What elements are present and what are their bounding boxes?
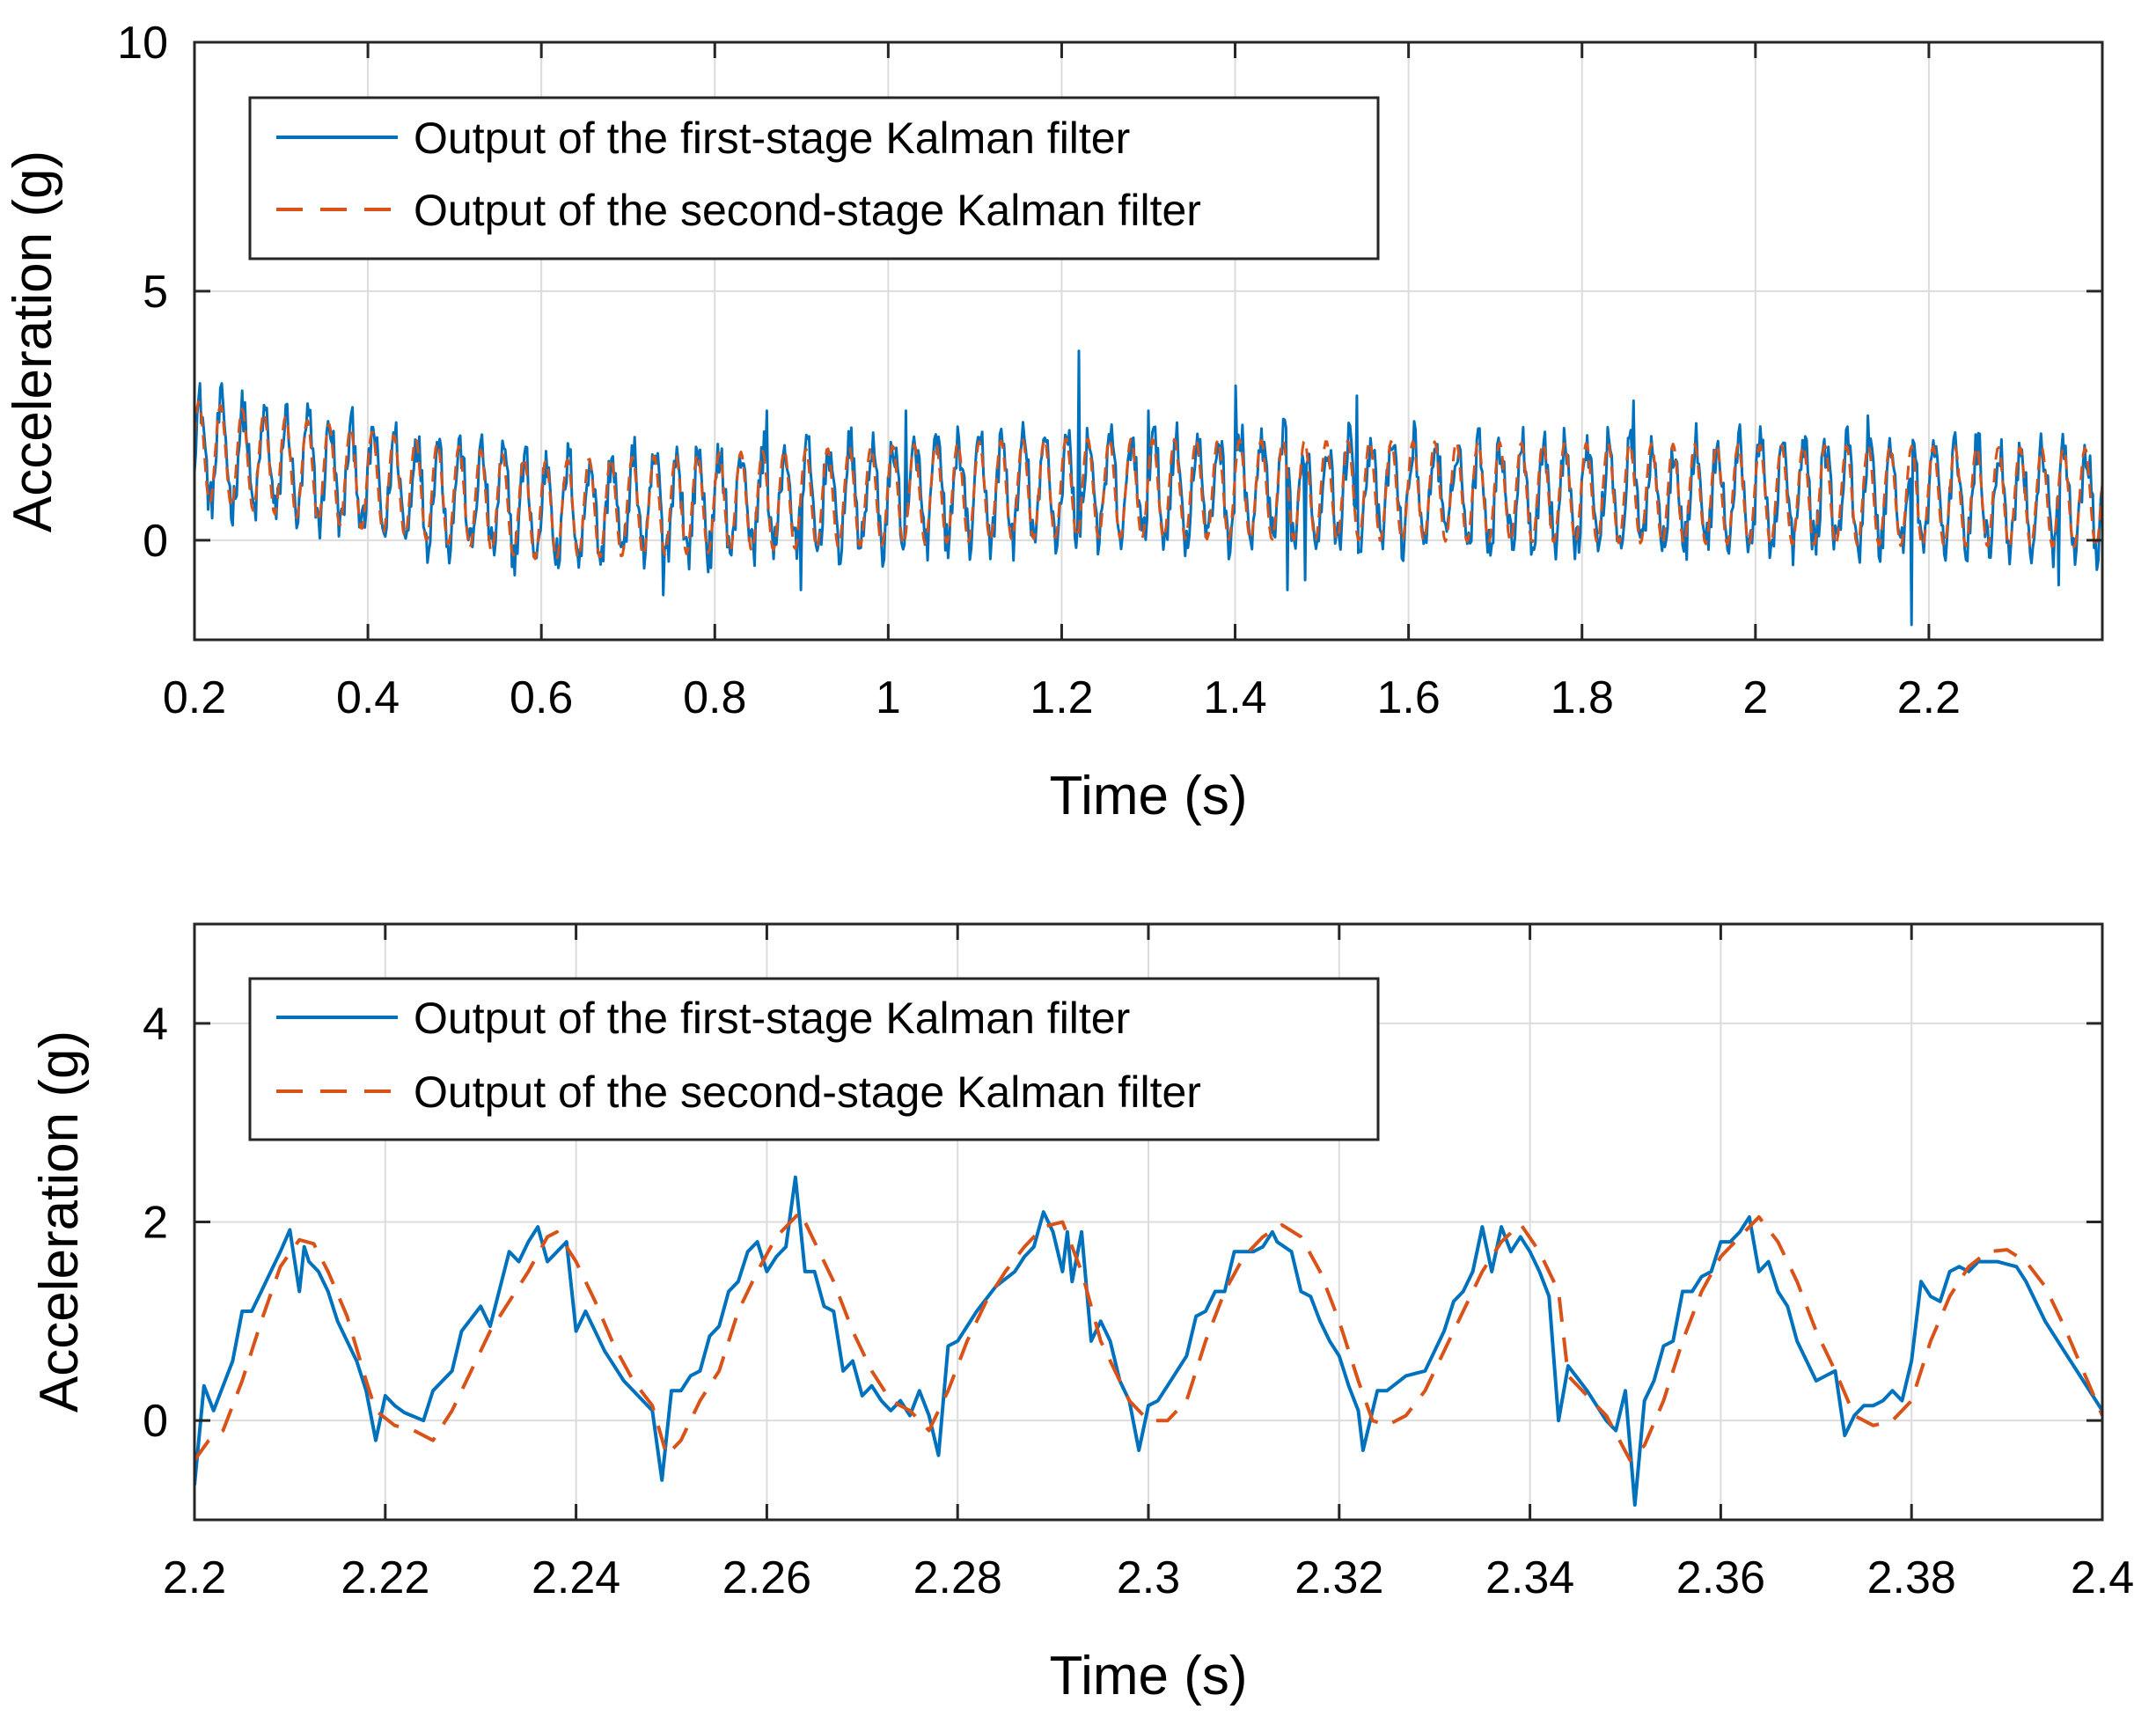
y-tick-label: 0 xyxy=(143,516,168,567)
x-tick-label: 2.2 xyxy=(1897,672,1961,723)
y-axis-label: Acceleration (g) xyxy=(29,1031,90,1412)
x-tick-label: 0.6 xyxy=(510,672,573,723)
series-second-stage xyxy=(194,1210,2102,1463)
legend: Output of the first-stage Kalman filter O… xyxy=(248,977,1380,1141)
plot-area xyxy=(194,1175,2102,1508)
x-tick-label: 2.2 xyxy=(163,1552,226,1603)
legend-label: Output of the second-stage Kalman filter xyxy=(414,1067,1201,1117)
y-axis-label: Acceleration (g) xyxy=(3,150,63,532)
series-second-stage xyxy=(194,400,2102,561)
series-first-stage xyxy=(194,349,2102,627)
y-tick-label: 2 xyxy=(143,1198,168,1249)
x-tick-label: 2.36 xyxy=(1676,1552,1765,1603)
x-tick-label: 1.2 xyxy=(1030,672,1093,723)
chart-2: 2.2 2.22 2.24 2.26 2.28 2.3 2.32 2.34 2.36 2.38 2.… xyxy=(29,922,2134,1706)
x-tick-label: 1.6 xyxy=(1376,672,1440,723)
x-tick-label: 2.34 xyxy=(1485,1552,1574,1603)
x-tick-label: 1 xyxy=(876,672,901,723)
legend-label: Output of the second-stage Kalman filter xyxy=(414,186,1201,235)
axes-box xyxy=(193,40,2104,642)
plot-area xyxy=(194,349,2102,627)
legend: Output of the first-stage Kalman filter O… xyxy=(248,96,1380,260)
legend-label: Output of the first-stage Kalman filter xyxy=(414,994,1130,1043)
x-tick-label: 2.3 xyxy=(1117,1552,1180,1603)
x-tick-label: 0.2 xyxy=(163,672,226,723)
y-tick-label: 10 xyxy=(117,18,168,69)
legend-label: Output of the first-stage Kalman filter xyxy=(414,114,1130,163)
x-tick-label: 2.26 xyxy=(722,1552,811,1603)
x-tick-label: 2.22 xyxy=(341,1552,429,1603)
y-tick-label: 5 xyxy=(143,267,168,318)
legend-box xyxy=(248,977,1380,1141)
legend-box xyxy=(248,96,1380,260)
y-tick-label: 4 xyxy=(143,999,168,1050)
x-tick-label: 2 xyxy=(1742,672,1768,723)
x-tick-label: 2.38 xyxy=(1867,1552,1956,1603)
x-tick-label: 2.28 xyxy=(913,1552,1002,1603)
x-tick-label: 1.4 xyxy=(1203,672,1266,723)
x-tick-label: 2.32 xyxy=(1294,1552,1383,1603)
x-tick-label: 1.8 xyxy=(1551,672,1614,723)
x-tick-label: 2.24 xyxy=(532,1552,620,1603)
x-axis-label: Time (s) xyxy=(1050,1646,1248,1706)
y-tick-label: 0 xyxy=(143,1396,168,1447)
chart-1: 0.2 0.4 0.6 0.8 1 1.2 1.4 1.6 1.8 2 2.2 0 5 10 Time (s… xyxy=(3,18,2104,826)
x-axis-label: Time (s) xyxy=(1050,766,1248,826)
x-tick-label: 2.4 xyxy=(2071,1552,2134,1603)
x-tick-label: 0.4 xyxy=(336,672,400,723)
x-tick-label: 0.8 xyxy=(683,672,746,723)
